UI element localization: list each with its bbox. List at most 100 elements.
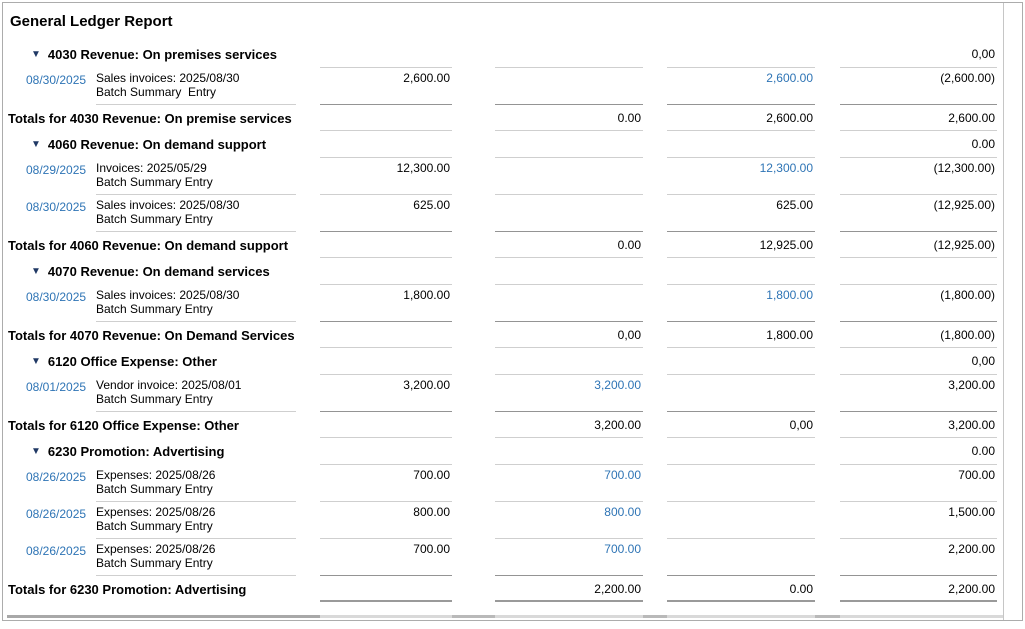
totals-row: Totals for 4030 Revenue: On premise serv… (8, 105, 997, 131)
debit-amount[interactable]: 700.00 (495, 465, 643, 502)
description-line-2: Batch Summary Entry (96, 175, 213, 189)
header-balance-cell: 0.00 (840, 131, 997, 158)
totals-debit-cell: 2,200.00 (495, 576, 643, 602)
credit-amount[interactable]: 2,600.00 (667, 68, 815, 105)
entry-date-link[interactable]: 08/01/2025 (26, 380, 87, 394)
account-header-label: 4070 Revenue: On demand services (47, 264, 270, 279)
account-header-label: 6230 Promotion: Advertising (47, 444, 225, 459)
section-header-cell: ▼ 6120 Office Expense: Other (8, 348, 320, 375)
totals-label: Totals for 4030 Revenue: On premise serv… (8, 110, 292, 126)
section-rows: 08/26/2025 Expenses: 2025/08/26 Batch Su… (8, 465, 997, 576)
entry-amount-cell: 3,200.00 (320, 375, 452, 412)
entry-date-link[interactable]: 08/26/2025 (26, 470, 87, 484)
balance-amount: (12,300.00) (840, 158, 997, 195)
account-header-label: 4060 Revenue: On demand support (47, 137, 267, 152)
collapse-triangle-icon[interactable]: ▼ (31, 355, 41, 367)
description-line-2: Batch Summary Entry (96, 519, 213, 533)
section-rows: 08/29/2025 Invoices: 2025/05/29 Batch Su… (8, 158, 997, 232)
totals-label-cell: Totals for 4070 Revenue: On Demand Servi… (8, 322, 320, 348)
header-balance-cell: 0,00 (840, 41, 997, 68)
entry-date-link[interactable]: 08/26/2025 (26, 544, 87, 558)
horizontal-scrollbar-thumb[interactable] (7, 615, 320, 618)
entry-row: 08/29/2025 Invoices: 2025/05/29 Batch Su… (8, 158, 997, 195)
totals-row: Totals for 6120 Office Expense: Other 3,… (8, 412, 997, 438)
totals-label-cell: Totals for 6230 Promotion: Advertising (8, 576, 320, 602)
account-section: ▼ 4030 Revenue: On premises services 0,0… (8, 41, 997, 131)
entry-date-link[interactable]: 08/30/2025 (26, 73, 87, 87)
totals-debit-cell: 3,200.00 (495, 412, 643, 438)
entry-description: Sales invoices: 2025/08/30 Batch Summary… (96, 68, 296, 105)
entry-date-link[interactable]: 08/29/2025 (26, 163, 87, 177)
credit-amount (667, 375, 815, 412)
totals-balance-cell: (12,925.00) (840, 232, 997, 258)
debit-amount (495, 158, 643, 195)
entry-date-cell: 08/26/2025 (8, 465, 96, 502)
credit-amount[interactable]: 1,800.00 (667, 285, 815, 322)
collapse-triangle-icon[interactable]: ▼ (31, 138, 41, 150)
entry-date-cell: 08/29/2025 (8, 158, 96, 195)
entry-amount-cell: 2,600.00 (320, 68, 452, 105)
totals-amount-cell (320, 232, 452, 258)
entry-amount-cell: 12,300.00 (320, 158, 452, 195)
credit-amount (667, 465, 815, 502)
header-credit-cell (667, 131, 815, 158)
entry-date-cell: 08/30/2025 (8, 195, 96, 232)
section-header-row: ▼ 6120 Office Expense: Other 0,00 (8, 348, 997, 375)
debit-amount[interactable]: 3,200.00 (495, 375, 643, 412)
totals-row: Totals for 4070 Revenue: On Demand Servi… (8, 322, 997, 348)
balance-amount: 1,500.00 (840, 502, 997, 539)
entry-row: 08/26/2025 Expenses: 2025/08/26 Batch Su… (8, 465, 997, 502)
description-line-1: Sales invoices: 2025/08/30 (96, 198, 240, 212)
description-line-2: Batch Summary Entry (96, 392, 213, 406)
report-table: ▼ 4030 Revenue: On premises services 0,0… (8, 41, 997, 602)
credit-amount (667, 502, 815, 539)
totals-label-cell: Totals for 4030 Revenue: On premise serv… (8, 105, 320, 131)
entry-row: 08/26/2025 Expenses: 2025/08/26 Batch Su… (8, 539, 997, 576)
totals-credit-cell: 12,925.00 (667, 232, 815, 258)
entry-date-link[interactable]: 08/30/2025 (26, 200, 87, 214)
entry-date-cell: 08/30/2025 (8, 68, 96, 105)
debit-amount[interactable]: 800.00 (495, 502, 643, 539)
header-debit-cell (495, 131, 643, 158)
description-line-2: Batch Summary Entry (96, 85, 217, 99)
balance-amount: 3,200.00 (840, 375, 997, 412)
horizontal-scrollbar-track[interactable] (7, 615, 1003, 618)
entry-date-cell: 08/26/2025 (8, 502, 96, 539)
section-header-row: ▼ 4060 Revenue: On demand support 0.00 (8, 131, 997, 158)
description-line-2: Batch Summary Entry (96, 302, 213, 316)
entry-date-link[interactable]: 08/30/2025 (26, 290, 87, 304)
totals-amount-cell (320, 105, 452, 131)
totals-balance-cell: (1,800.00) (840, 322, 997, 348)
credit-amount (667, 539, 815, 576)
account-header-label: 4030 Revenue: On premises services (47, 47, 277, 62)
debit-amount[interactable]: 700.00 (495, 539, 643, 576)
entry-date-link[interactable]: 08/26/2025 (26, 507, 87, 521)
totals-credit-cell: 0,00 (667, 412, 815, 438)
collapse-triangle-icon[interactable]: ▼ (31, 445, 41, 457)
entry-description: Expenses: 2025/08/26 Batch Summary Entry (96, 465, 296, 502)
entry-description: Sales invoices: 2025/08/30 Batch Summary… (96, 285, 296, 322)
vertical-scrollbar-track[interactable] (1003, 3, 1004, 620)
account-header-label: 6120 Office Expense: Other (47, 354, 217, 369)
scrollbar-segment (452, 615, 495, 618)
balance-amount: (12,925.00) (840, 195, 997, 232)
totals-debit-cell: 0.00 (495, 105, 643, 131)
collapse-triangle-icon[interactable]: ▼ (31, 265, 41, 277)
totals-amount-cell (320, 412, 452, 438)
section-header-cell: ▼ 4060 Revenue: On demand support (8, 131, 320, 158)
balance-amount: (1,800.00) (840, 285, 997, 322)
credit-amount[interactable]: 12,300.00 (667, 158, 815, 195)
header-debit-cell (495, 438, 643, 465)
collapse-triangle-icon[interactable]: ▼ (31, 48, 41, 60)
description-line-1: Sales invoices: 2025/08/30 (96, 288, 240, 302)
entry-description: Invoices: 2025/05/29 Batch Summary Entry (96, 158, 296, 195)
totals-debit-cell: 0,00 (495, 322, 643, 348)
account-section: ▼ 6120 Office Expense: Other 0,00 08/01/… (8, 348, 997, 438)
entry-description: Sales invoices: 2025/08/30 Batch Summary… (96, 195, 296, 232)
totals-label: Totals for 6120 Office Expense: Other (8, 417, 239, 433)
header-amount-cell (320, 438, 452, 465)
totals-balance-cell: 3,200.00 (840, 412, 997, 438)
totals-label: Totals for 6230 Promotion: Advertising (8, 581, 247, 597)
section-rows: 08/30/2025 Sales invoices: 2025/08/30 Ba… (8, 285, 997, 322)
header-credit-cell (667, 258, 815, 285)
